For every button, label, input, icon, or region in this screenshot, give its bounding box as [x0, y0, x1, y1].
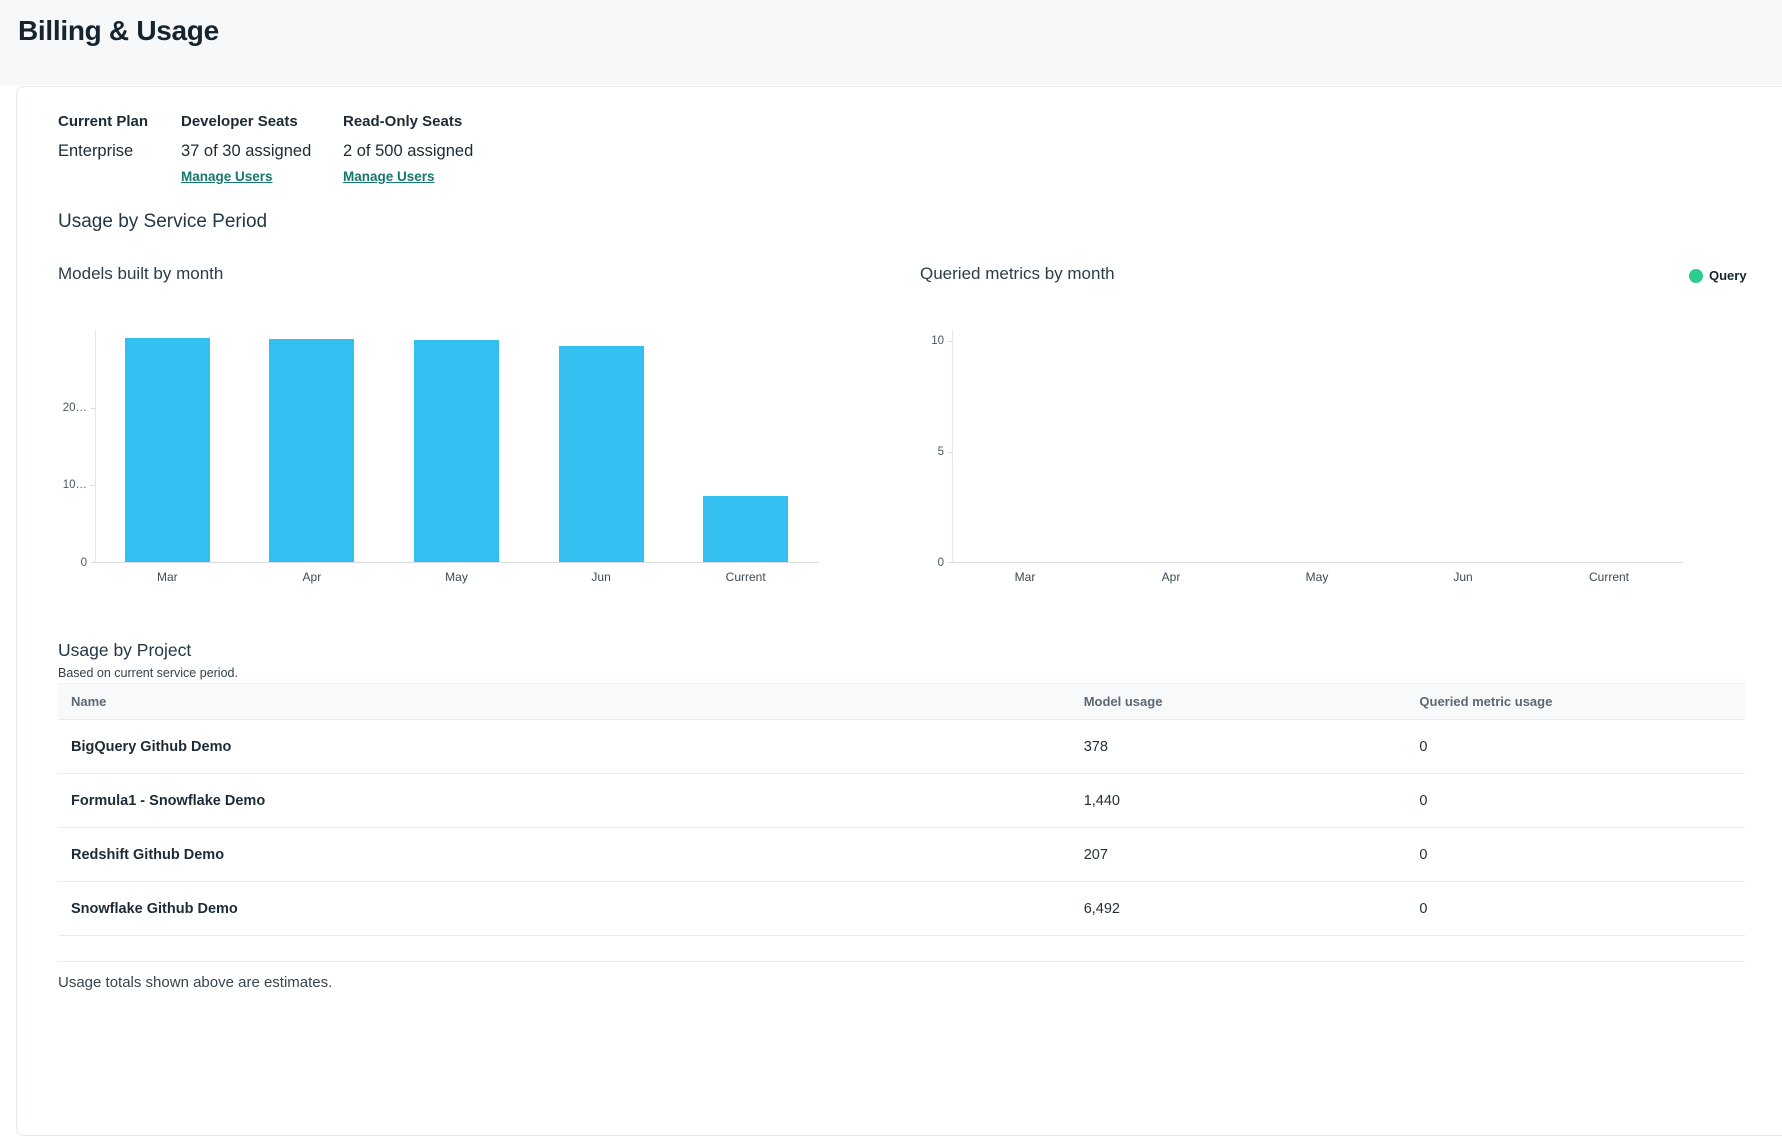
column-header-queried: Queried metric usage: [1419, 694, 1553, 709]
table-header-row: Name Model usage Queried metric usage: [58, 683, 1745, 720]
project-name-cell: Formula1 - Snowflake Demo: [71, 792, 266, 809]
table-row: Redshift Github Demo 207 0: [58, 828, 1745, 882]
models-built-chart-title: Models built by month: [58, 264, 224, 283]
table-body: BigQuery Github Demo 378 0 Formula1 - Sn…: [58, 720, 1745, 936]
page-header: [0, 0, 1782, 85]
queried-usage-cell: 0: [1419, 792, 1428, 809]
model-usage-cell: 1,440: [1083, 792, 1120, 809]
read-only-seats-label: Read-Only Seats: [343, 113, 463, 130]
read-only-seats-value: 2 of 500 assigned: [343, 142, 474, 160]
usage-by-project-subtitle: Based on current service period.: [58, 666, 238, 680]
bar-apr[interactable]: [269, 339, 355, 562]
column-header-model: Model usage: [1083, 694, 1163, 709]
model-usage-cell: 6,492: [1083, 900, 1120, 917]
manage-users-link-developer[interactable]: Manage Users: [181, 169, 273, 184]
legend-dot-icon: [1689, 268, 1703, 283]
y-axis-tick-mark: [91, 407, 95, 409]
developer-seats-value: 37 of 30 assigned: [181, 142, 312, 160]
project-usage-table: Name Model usage Queried metric usage Bi…: [58, 683, 1745, 962]
queried-metrics-plot: 0 5 10 Mar Apr May Jun Current: [915, 330, 1682, 584]
x-axis-label: Current: [725, 570, 766, 584]
table-row: Formula1 - Snowflake Demo 1,440 0: [58, 774, 1745, 828]
bar-current[interactable]: [703, 495, 789, 562]
project-name-cell: Redshift Github Demo: [71, 846, 225, 863]
manage-users-link-readonly[interactable]: Manage Users: [343, 169, 435, 184]
queried-metrics-chart-title: Queried metrics by month: [920, 264, 1115, 283]
y-axis-tick-label: 0: [937, 557, 944, 569]
x-axis-line: [95, 562, 818, 563]
current-plan-value: Enterprise: [58, 142, 134, 160]
usage-estimates-footnote: Usage totals shown above are estimates.: [58, 974, 333, 991]
y-axis-tick-label: 10…: [62, 479, 87, 492]
y-axis-tick-mark: [91, 562, 95, 563]
query-legend: Query: [1689, 268, 1747, 283]
usage-by-project-title: Usage by Project: [58, 640, 192, 660]
table-footer-spacer: [58, 936, 1745, 962]
x-axis-label: Current: [1588, 570, 1630, 584]
y-axis-tick-label: 0: [80, 557, 87, 569]
x-axis-label: Mar: [1014, 570, 1036, 584]
bar-mar[interactable]: [124, 338, 210, 562]
x-axis-label: Mar: [156, 570, 178, 584]
models-built-plot: 0 10… 20… Mar Apr May Jun Current: [58, 330, 818, 584]
x-axis-label: May: [1305, 570, 1329, 584]
y-axis-line: [952, 330, 953, 563]
x-axis-label: Apr: [302, 570, 322, 584]
table-row: Snowflake Github Demo 6,492 0: [58, 882, 1745, 936]
read-only-seats-column: Read-Only Seats 2 of 500 assigned Manage…: [343, 113, 473, 186]
y-axis-line: [95, 330, 96, 563]
developer-seats-column: Developer Seats 37 of 30 assigned Manage…: [181, 113, 311, 186]
bar-jun[interactable]: [558, 346, 644, 562]
project-name-cell: Snowflake Github Demo: [71, 900, 238, 917]
usage-by-service-period-title: Usage by Service Period: [58, 211, 268, 232]
x-axis-label: Apr: [1161, 570, 1181, 584]
column-header-name: Name: [71, 694, 107, 709]
x-axis-line: [952, 562, 1682, 563]
bar-may[interactable]: [414, 339, 499, 562]
x-axis-label: May: [445, 570, 468, 584]
developer-seats-label: Developer Seats: [181, 113, 298, 130]
queried-usage-cell: 0: [1419, 846, 1428, 863]
project-name-cell: BigQuery Github Demo: [71, 738, 232, 755]
model-usage-cell: 378: [1083, 738, 1108, 755]
y-axis-tick-mark: [948, 341, 952, 343]
x-axis-label: Jun: [1453, 570, 1473, 584]
table-row: BigQuery Github Demo 378 0: [58, 720, 1745, 774]
y-axis-tick-mark: [91, 485, 95, 487]
y-axis-tick-label: 10: [931, 335, 944, 348]
legend-label: Query: [1709, 268, 1747, 283]
y-axis-tick-mark: [948, 562, 952, 563]
y-axis-tick-mark: [948, 452, 952, 454]
queried-usage-cell: 0: [1419, 900, 1428, 917]
model-usage-cell: 207: [1083, 846, 1108, 863]
page-title: Billing & Usage: [18, 15, 219, 46]
y-axis-tick-label: 20…: [62, 401, 87, 414]
x-axis-label: Jun: [591, 570, 611, 584]
current-plan-label: Current Plan: [58, 113, 149, 130]
y-axis-tick-label: 5: [937, 446, 944, 459]
current-plan-column: Current Plan Enterprise: [58, 113, 148, 161]
queried-usage-cell: 0: [1419, 738, 1428, 755]
